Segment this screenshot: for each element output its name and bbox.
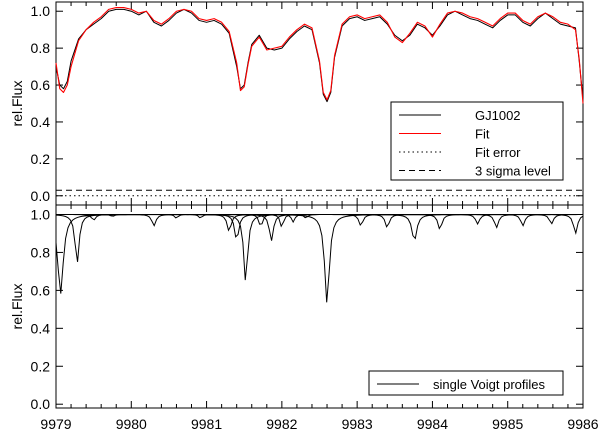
y-tick-label: 0.2	[31, 151, 51, 167]
x-tick-label: 9979	[40, 416, 71, 432]
legend-label: GJ1002	[475, 108, 521, 123]
legend-label: single Voigt profiles	[433, 377, 546, 392]
y-axis-label: rel.Flux	[9, 81, 25, 127]
voigt-profile-line	[56, 213, 583, 228]
y-tick-label: 0.8	[31, 244, 51, 260]
voigt-profile-line	[56, 213, 583, 281]
bottom-panel: 0.0 0.2 0.4 0.6 0.8 1.0 9979 9980 9981 9982 9983 99…	[9, 204, 599, 432]
series-line-gj1002	[55, 8, 584, 103]
legend-label: 3 sigma level	[475, 164, 551, 179]
legend-box	[368, 370, 564, 396]
y-axis-label: rel.Flux	[9, 284, 25, 330]
x-tick-label: 9981	[191, 416, 222, 432]
y-tick-label: 0.2	[31, 358, 51, 374]
top-panel: 0.0 0.2 0.4 0.6 0.8 1.0 rel.Flux GJ1002 Fit Fit e…	[9, 1, 584, 206]
y-tick-label: 0.4	[31, 114, 51, 130]
y-tick-label: 0.0	[31, 396, 51, 412]
series-line-fit	[55, 6, 584, 104]
voigt-profile-line	[56, 214, 583, 303]
legend-label: Fit error	[475, 145, 521, 160]
voigt-profile-line	[56, 213, 584, 235]
voigt-profile-line	[55, 213, 583, 262]
x-tick-label: 9985	[492, 416, 523, 432]
y-tick-label: 1.0	[31, 206, 51, 222]
y-tick-label: 0.0	[31, 188, 51, 204]
y-tick-label: 0.6	[31, 282, 51, 298]
y-tick-label: 0.6	[31, 77, 51, 93]
x-tick-label: 9980	[116, 416, 147, 432]
plot-frame	[55, 204, 584, 409]
legend-label: Fit	[475, 127, 490, 142]
x-tick-label: 9982	[266, 416, 297, 432]
x-tick-label: 9983	[342, 416, 373, 432]
y-tick-label: 1.0	[31, 3, 51, 19]
x-tick-label: 9986	[567, 416, 598, 432]
y-tick-label: 0.8	[31, 40, 51, 56]
y-tick-label: 0.4	[31, 320, 51, 336]
x-tick-label: 9984	[417, 416, 448, 432]
voigt-profile-line	[56, 213, 583, 232]
